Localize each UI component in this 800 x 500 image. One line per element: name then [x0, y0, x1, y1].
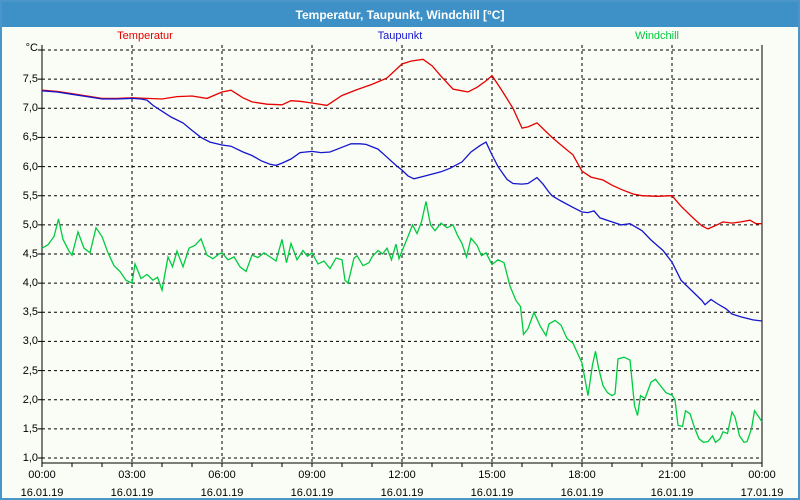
y-tick-label: 7,5: [22, 73, 38, 86]
y-tick-label: 3,0: [22, 335, 38, 348]
series-line-temperatur: [41, 58, 762, 230]
y-tick-label: 7,0: [22, 102, 38, 115]
x-tick-date-label: 16.01.19: [380, 487, 424, 499]
x-tick-time-label: 00:00: [28, 469, 56, 481]
x-tick-time-label: 06:00: [208, 469, 236, 481]
x-tick-date-label: 16.01.19: [200, 487, 244, 499]
legend-item-temperatur: Temperatur: [117, 30, 173, 42]
x-tick-time-label: 03:00: [118, 469, 146, 481]
y-tick-label: 5,5: [22, 189, 38, 202]
series-line-windchill: [41, 201, 763, 444]
legend-item-taupunkt: Taupunkt: [377, 30, 423, 42]
x-tick-time-label: 21:00: [658, 469, 686, 481]
y-tick-label: 2,5: [22, 364, 38, 377]
y-tick-label: 1,5: [22, 422, 38, 435]
y-tick-label: 4,5: [22, 248, 38, 260]
x-tick-date-label: 16.01.19: [20, 487, 64, 499]
x-tick-date-label: 16.01.19: [560, 487, 604, 499]
title-bar: Temperatur, Taupunkt, Windchill [°C]: [2, 2, 798, 27]
y-tick-label: 6,5: [22, 131, 38, 144]
x-tick-time-label: 15:00: [478, 469, 506, 481]
x-tick-time-label: 18:00: [568, 469, 596, 481]
y-axis-unit-label: °C: [25, 42, 38, 54]
series-line-taupunkt: [41, 90, 763, 322]
x-tick-time-label: 00:00: [748, 469, 776, 481]
x-tick-time-label: 09:00: [298, 469, 326, 481]
y-tick-label: 3,5: [22, 306, 38, 319]
page-title: Temperatur, Taupunkt, Windchill [°C]: [295, 7, 505, 22]
x-tick-date-label: 16.01.19: [650, 487, 694, 499]
legend-item-windchill: Windchill: [634, 30, 680, 42]
y-tick-label: 1,0: [22, 452, 38, 464]
x-tick-date-label: 17.01.19: [740, 487, 784, 499]
x-tick-date-label: 16.01.19: [290, 487, 334, 499]
y-tick-label: 2,0: [22, 393, 38, 406]
x-tick-time-label: 12:00: [388, 469, 416, 481]
y-tick-label: 4,0: [22, 277, 38, 290]
y-tick-label: 5,0: [22, 218, 38, 231]
x-tick-date-label: 16.01.19: [110, 487, 154, 499]
x-tick-date-label: 16.01.19: [470, 487, 514, 499]
y-tick-label: 6,0: [22, 160, 38, 173]
